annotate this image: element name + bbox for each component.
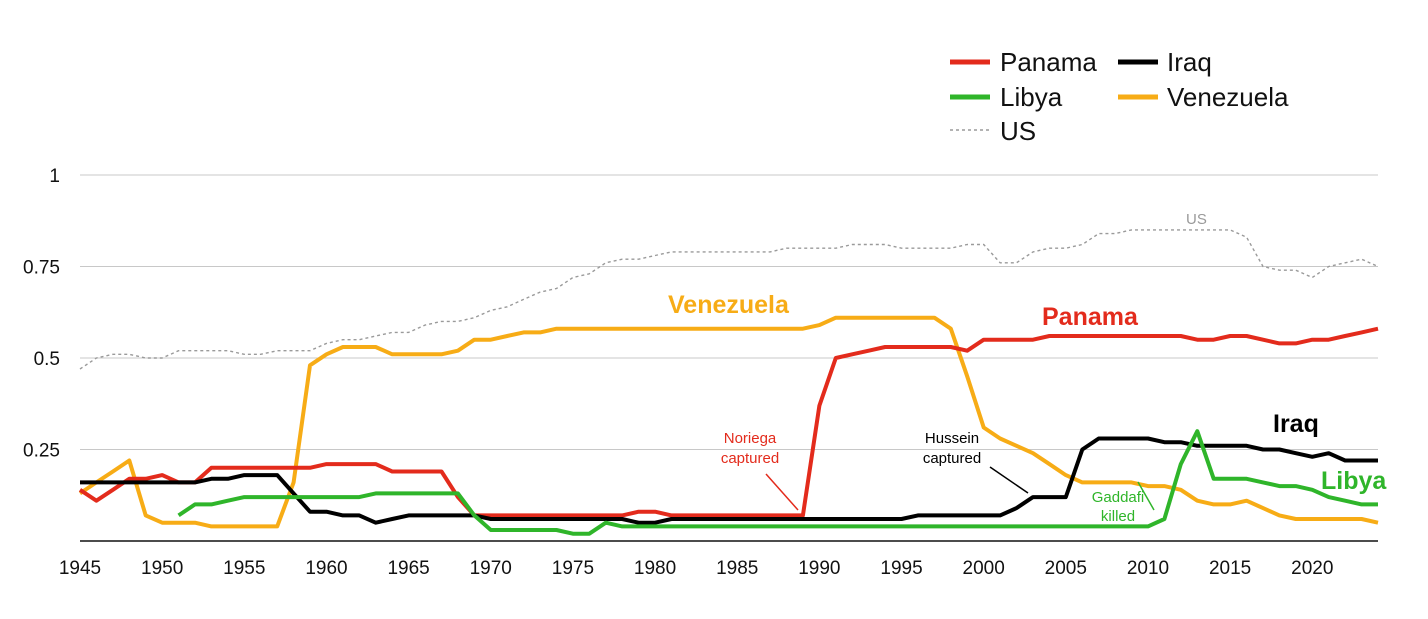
x-tick-label: 1975 xyxy=(552,558,594,579)
y-tick-label: 0.5 xyxy=(34,349,60,370)
annotation-noriega-line-2: captured xyxy=(721,450,779,467)
x-tick-label: 2010 xyxy=(1127,558,1169,579)
x-tick-label: 1970 xyxy=(470,558,512,579)
legend-item-iraq: Iraq xyxy=(1118,47,1212,77)
legend-item-us: US xyxy=(950,116,1036,146)
x-tick-label: 1995 xyxy=(880,558,922,579)
annotation-hussein-line-2: captured xyxy=(923,450,981,467)
y-tick-label: 1 xyxy=(49,166,60,187)
annotation-hussein-leader xyxy=(989,466,1029,494)
x-tick-label: 2015 xyxy=(1209,558,1251,579)
annotation-noriega-line-1: Noriega xyxy=(724,430,777,447)
y-tick-label: 0.75 xyxy=(23,258,60,279)
y-tick-label: 0.25 xyxy=(23,441,60,462)
x-tick-labels: 1945 1950 1955 1960 1965 1970 1975 1980 1985 1990… xyxy=(59,558,1334,579)
y-tick-labels: 1 0.75 0.5 0.25 xyxy=(23,166,60,462)
annotation-gaddafi: Gaddafi killed xyxy=(1092,481,1155,525)
legend-label-panama: Panama xyxy=(1000,47,1097,77)
series-line-panama xyxy=(78,326,1379,518)
series-label-panama: Panama xyxy=(1042,303,1139,331)
legend-label-us: US xyxy=(1000,116,1036,146)
x-tick-label: 1955 xyxy=(223,558,265,579)
series-line-libya xyxy=(177,429,1378,536)
legend-label-libya: Libya xyxy=(1000,82,1063,112)
series-label-venezuela: Venezuela xyxy=(668,291,790,319)
annotation-noriega-leader xyxy=(765,473,799,511)
x-tick-label: 2020 xyxy=(1291,558,1333,579)
x-tick-label: 1960 xyxy=(305,558,347,579)
x-tick-label: 1945 xyxy=(59,558,101,579)
annotation-noriega: Noriega captured xyxy=(721,430,799,511)
x-tick-label: 1985 xyxy=(716,558,758,579)
x-tick-label: 1990 xyxy=(798,558,840,579)
series-line-venezuela xyxy=(78,315,1379,529)
series-label-us: US xyxy=(1186,211,1207,228)
annotation-hussein-line-1: Hussein xyxy=(925,430,979,447)
legend: Panama Iraq Libya Venezuela US xyxy=(950,47,1289,146)
legend-item-venezuela: Venezuela xyxy=(1118,82,1289,112)
legend-label-venezuela: Venezuela xyxy=(1167,82,1289,112)
annotation-hussein: Hussein captured xyxy=(923,430,1029,494)
series-label-iraq: Iraq xyxy=(1273,410,1319,438)
x-tick-label: 2000 xyxy=(963,558,1005,579)
x-tick-label: 1965 xyxy=(387,558,429,579)
series-label-libya: Libya xyxy=(1321,467,1387,495)
series-lines xyxy=(78,229,1379,536)
legend-item-panama: Panama xyxy=(950,47,1097,77)
x-tick-label: 1980 xyxy=(634,558,676,579)
annotation-gaddafi-leader xyxy=(1137,481,1155,511)
x-tick-label: 2005 xyxy=(1045,558,1087,579)
series-line-us xyxy=(79,229,1379,370)
annotation-gaddafi-line-1: Gaddafi xyxy=(1092,489,1145,506)
x-tick-label: 1950 xyxy=(141,558,183,579)
annotation-gaddafi-line-2: killed xyxy=(1101,508,1135,525)
series-labels: Venezuela Panama Iraq Libya US xyxy=(668,211,1387,495)
legend-item-libya: Libya xyxy=(950,82,1063,112)
legend-label-iraq: Iraq xyxy=(1167,47,1212,77)
